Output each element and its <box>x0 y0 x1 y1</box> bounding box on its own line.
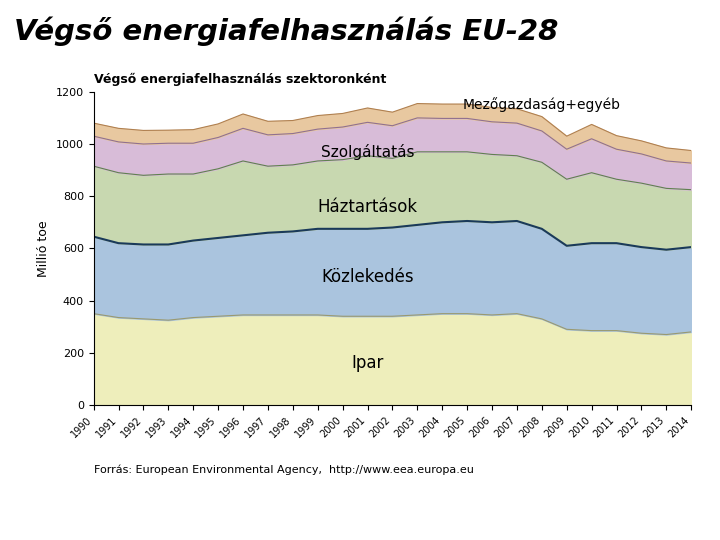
Text: Közlekedés: Közlekedés <box>321 268 414 286</box>
Text: Mezőgazdaság+egyéb: Mezőgazdaság+egyéb <box>463 97 621 112</box>
Text: Ipar: Ipar <box>351 354 384 372</box>
Text: Szolgáltatás: Szolgáltatás <box>320 144 414 160</box>
Text: Végső energiafelhasználás EU-28: Végső energiafelhasználás EU-28 <box>14 16 559 46</box>
Y-axis label: Millió toe: Millió toe <box>37 220 50 276</box>
Text: Forrás: European Environmental Agency,  http://www.eea.europa.eu: Forrás: European Environmental Agency, h… <box>94 465 474 475</box>
Text: Háztartások: Háztartások <box>318 198 418 215</box>
Text: Végső energiafelhasználás szektoronként: Végső energiafelhasználás szektoronként <box>94 73 386 86</box>
